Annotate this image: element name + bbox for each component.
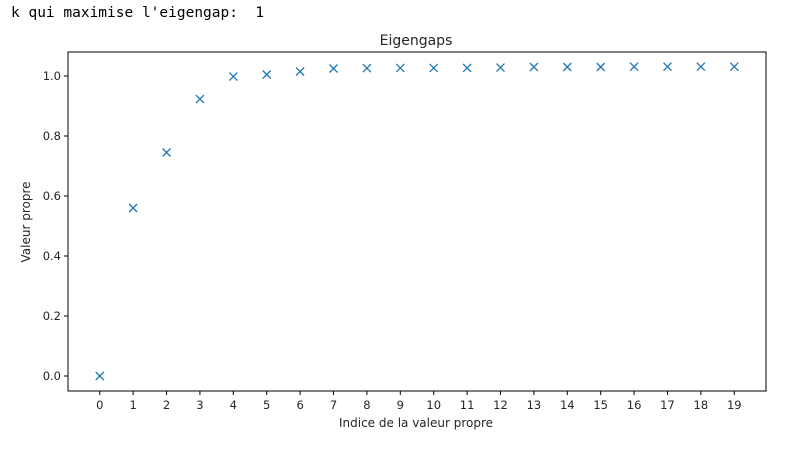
x-tick-label: 12 [493,398,508,412]
plot-area [95,62,739,381]
axes-frame [67,51,767,392]
data-point [362,63,372,73]
x-axis-label: Indice de la valeur propre [339,416,493,430]
x-tick-label: 8 [363,398,370,412]
data-point [395,63,405,73]
data-point [429,63,439,73]
x-tick-label: 19 [727,398,742,412]
x-axis: 0 1 2 3 4 5 6 7 8 9 10 11 12 13 14 15 16 17 18 19 [96,391,742,412]
y-tick-label: 0.2 [43,309,61,323]
data-point [663,62,672,72]
chart-title: Eigengaps [380,33,453,49]
x-tick-label: 11 [460,398,475,412]
x-tick-label: 18 [694,398,709,412]
x-tick-label: 10 [426,398,441,412]
data-point [195,94,205,104]
x-tick-label: 2 [163,398,170,412]
data-point [162,148,171,157]
y-axis: 0.0 0.2 0.4 0.6 0.8 1.0 [43,69,68,383]
x-tick-label: 0 [96,398,103,412]
data-point [596,62,606,72]
y-tick-label: 0.4 [43,249,61,263]
y-axis-label: Valeur propre [19,182,33,263]
data-point [95,371,105,381]
y-tick-label: 1.0 [43,69,61,83]
data-point [228,72,238,82]
x-tick-label: 14 [560,398,575,412]
x-tick-label: 6 [296,398,303,412]
x-tick-label: 9 [397,398,404,412]
y-tick-label: 0.0 [43,369,61,383]
x-tick-label: 7 [330,398,337,412]
data-point [128,203,138,213]
data-point [696,62,706,72]
data-point [262,70,272,79]
data-point [329,64,338,73]
x-tick-label: 4 [230,398,237,412]
x-tick-label: 1 [129,398,136,412]
x-tick-label: 17 [660,398,675,412]
x-tick-label: 13 [527,398,542,412]
data-point [295,67,305,76]
data-point [462,63,472,73]
x-tick-label: 16 [627,398,642,412]
y-tick-label: 0.6 [43,189,61,203]
data-point [562,62,572,72]
console-output-line: k qui maximise l'eigengap: 1 [11,5,265,21]
x-tick-label: 5 [263,398,270,412]
data-point [496,63,505,73]
data-point [729,62,739,72]
x-tick-label: 3 [196,398,203,412]
y-tick-label: 0.8 [43,129,61,143]
x-tick-label: 15 [593,398,608,412]
data-point [629,62,639,72]
data-point [529,62,539,72]
